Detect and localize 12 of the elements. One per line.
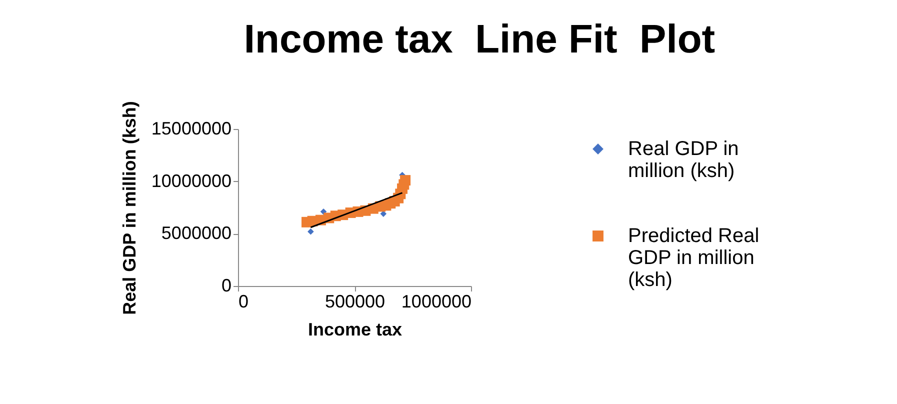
y-tick-label: 10000000 — [151, 170, 232, 191]
x-tick-label: 1000000 — [401, 292, 472, 312]
x-tick-label: 500000 — [324, 292, 386, 312]
chart-title: Income tax Line Fit Plot — [244, 17, 716, 62]
legend-label: Real GDP in million (ksh) — [628, 138, 739, 182]
x-axis-title: Income tax — [308, 320, 402, 340]
y-tick-label: 5000000 — [161, 223, 232, 244]
y-axis-title: Real GDP in million (ksh) — [119, 101, 140, 315]
y-tick-label: 15000000 — [151, 118, 232, 138]
x-tick-label: 0 — [238, 292, 249, 312]
legend-label: Predicted Real GDP in million (ksh) — [628, 225, 760, 291]
y-tick-label: 0 — [221, 276, 232, 296]
